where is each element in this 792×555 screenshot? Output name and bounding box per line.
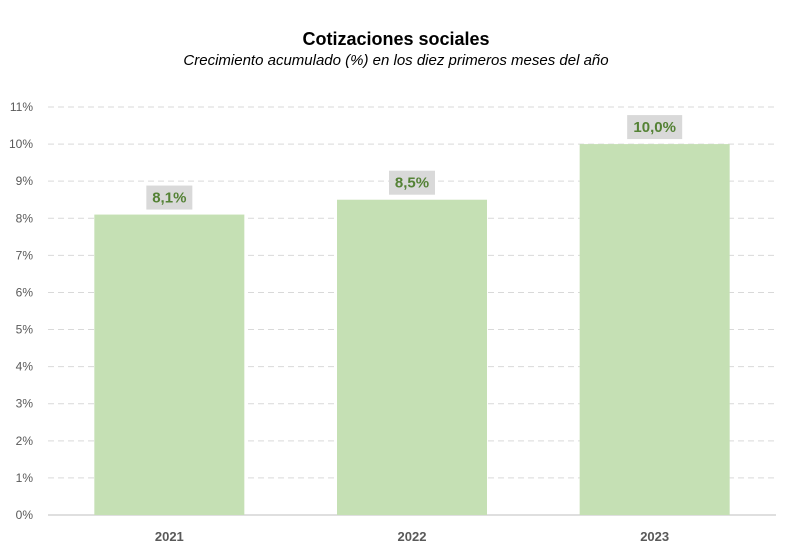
y-tick-label: 4% [16,360,34,374]
y-tick-label: 8% [16,211,34,225]
y-tick-label: 1% [16,471,34,485]
y-tick-label: 9% [16,174,34,188]
data-label-box [389,170,435,195]
y-tick-label: 3% [16,397,34,411]
bar-2021 [94,214,245,515]
data-label-box [146,185,193,210]
data-label: 10,0% [633,119,676,136]
data-label: 8,5% [395,175,429,192]
y-tick-label: 0% [16,508,34,522]
y-tick-label: 5% [16,323,34,337]
y-tick-label: 10% [9,137,33,151]
bar-2023 [579,144,730,515]
data-label: 8,1% [152,190,186,207]
y-tick-label: 7% [16,248,34,262]
x-tick-label: 2023 [640,529,669,544]
x-tick-label: 2022 [398,529,427,544]
y-tick-label: 2% [16,434,34,448]
bar-2022 [337,199,487,515]
data-label-box [627,115,683,140]
y-tick-label: 11% [10,100,33,114]
chart-title: Cotizaciones sociales [302,29,490,49]
chart-subtitle: Crecimiento acumulado (%) en los diez pr… [183,52,609,69]
x-tick-label: 2021 [155,529,184,544]
y-tick-label: 6% [16,285,34,299]
